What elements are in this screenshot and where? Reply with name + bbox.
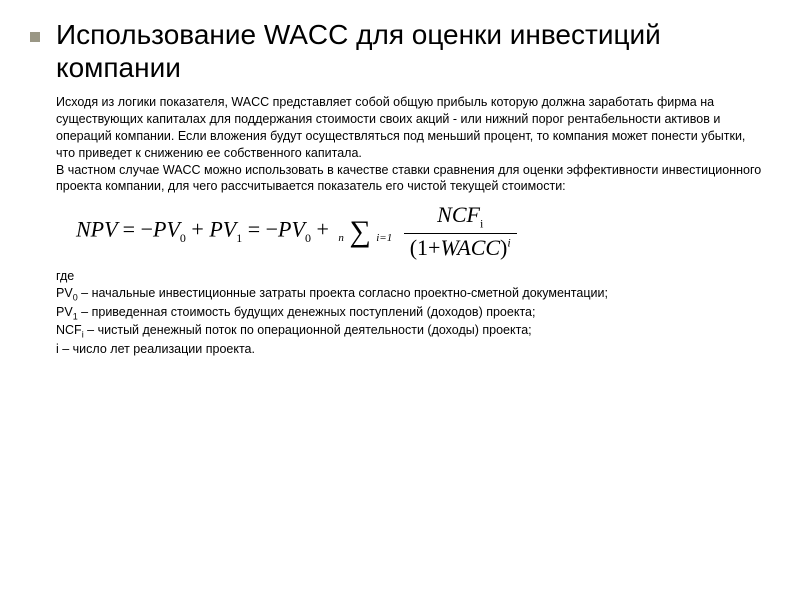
sigma-block: n ∑ i=1 [338,219,392,245]
def-pv0-sym: PV [56,286,73,300]
den-var: WACC [440,235,500,260]
f-neg2: − [266,217,278,242]
def-pv0-text: – начальные инвестиционные затраты проек… [78,286,608,300]
body-text: Исходя из логики показателя, WACC предст… [56,94,764,195]
den-open: (1+ [410,235,441,260]
definitions: где PV0 – начальные инвестиционные затра… [56,268,764,358]
def-pv1-text: – приведенная стоимость будущих денежных… [78,305,536,319]
f-pv2: PV [209,217,236,242]
f-sub1: 1 [236,231,242,245]
def-pv1-sym: PV [56,305,73,319]
f-plus1: + [191,217,203,242]
def-ncf-sym: NCF [56,323,82,337]
fraction-den: (1+WACC)i [404,234,517,260]
f-plus2: + [316,217,328,242]
sigma-lower: i=1 [376,232,392,244]
paragraph-2: В частном случае WACC можно использовать… [56,163,761,194]
def-i: i – число лет реализации проекта. [56,342,255,356]
fraction: NCFi (1+WACC)i [404,203,517,260]
sigma-upper: n [338,232,344,244]
f-pv3: PV [278,217,305,242]
f-eq2: = [248,217,260,242]
f-sub0a: 0 [180,231,186,245]
def-ncf-text: – чистый денежный поток по операционной … [84,323,532,337]
title-bullet [30,32,40,42]
slide: Использование WACC для оценки инвестиций… [0,0,800,600]
f-lhs: NPV [76,217,117,242]
den-exp: i [507,236,510,250]
sigma-symbol: ∑ [349,215,370,248]
npv-formula: NPV = −PV0 + PV1 = −PV0 + n ∑ i=1 NCFi (… [76,203,764,260]
f-pv1: PV [153,217,180,242]
f-sub0b: 0 [305,231,311,245]
f-eq1: = [123,217,135,242]
defs-intro: где [56,269,74,283]
fraction-num: NCFi [404,203,517,234]
num-sub: i [480,217,483,231]
slide-title: Использование WACC для оценки инвестиций… [56,18,764,84]
f-neg1: − [141,217,153,242]
num-var: NCF [437,202,480,227]
paragraph-1: Исходя из логики показателя, WACC предст… [56,95,745,160]
